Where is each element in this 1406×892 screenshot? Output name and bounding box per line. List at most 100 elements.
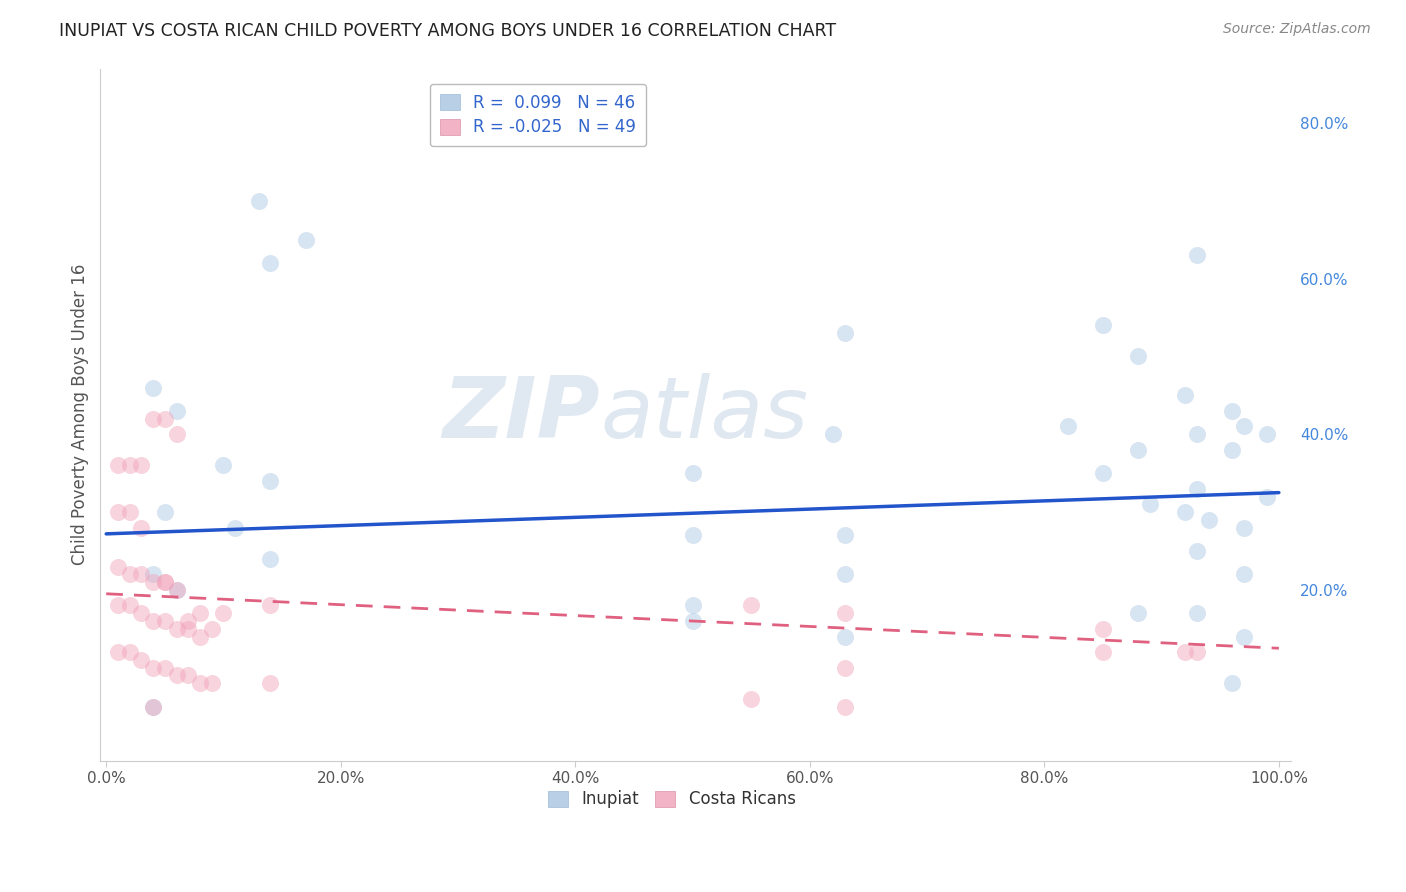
Point <box>1174 505 1197 519</box>
Point <box>166 427 188 442</box>
Point <box>166 622 188 636</box>
Point <box>131 567 153 582</box>
Point <box>118 645 141 659</box>
Point <box>118 599 141 613</box>
Point <box>1220 404 1243 418</box>
Point <box>188 676 211 690</box>
Point <box>166 668 188 682</box>
Point <box>107 599 129 613</box>
Point <box>1198 513 1220 527</box>
Point <box>823 427 845 442</box>
Point <box>1139 497 1161 511</box>
Point <box>682 599 704 613</box>
Point <box>247 194 270 208</box>
Point <box>1091 645 1114 659</box>
Point <box>177 668 200 682</box>
Point <box>224 521 246 535</box>
Point <box>118 505 141 519</box>
Point <box>153 575 176 590</box>
Point <box>188 630 211 644</box>
Point <box>142 661 165 675</box>
Point <box>107 458 129 473</box>
Point <box>1185 427 1208 442</box>
Point <box>1185 544 1208 558</box>
Point <box>1185 248 1208 262</box>
Point <box>166 582 188 597</box>
Point <box>259 474 281 488</box>
Point <box>107 505 129 519</box>
Text: atlas: atlas <box>600 373 808 457</box>
Point <box>142 699 165 714</box>
Point <box>682 614 704 628</box>
Text: ZIP: ZIP <box>443 373 600 457</box>
Point <box>153 505 176 519</box>
Point <box>131 521 153 535</box>
Point <box>1185 645 1208 659</box>
Point <box>212 606 235 620</box>
Point <box>153 575 176 590</box>
Point <box>177 622 200 636</box>
Y-axis label: Child Poverty Among Boys Under 16: Child Poverty Among Boys Under 16 <box>72 264 89 566</box>
Point <box>259 256 281 270</box>
Point <box>1126 606 1149 620</box>
Point <box>259 551 281 566</box>
Point <box>142 380 165 394</box>
Point <box>1185 482 1208 496</box>
Point <box>1233 630 1256 644</box>
Text: Source: ZipAtlas.com: Source: ZipAtlas.com <box>1223 22 1371 37</box>
Point <box>1126 350 1149 364</box>
Point <box>1256 427 1278 442</box>
Point <box>1233 567 1256 582</box>
Point <box>834 326 856 340</box>
Point <box>834 630 856 644</box>
Point <box>142 699 165 714</box>
Legend: Inupiat, Costa Ricans: Inupiat, Costa Ricans <box>541 784 803 815</box>
Point <box>118 458 141 473</box>
Point <box>1220 442 1243 457</box>
Point <box>834 567 856 582</box>
Point <box>1091 466 1114 480</box>
Point <box>201 622 224 636</box>
Point <box>1256 490 1278 504</box>
Point <box>166 404 188 418</box>
Point <box>142 567 165 582</box>
Point <box>1091 318 1114 333</box>
Point <box>153 614 176 628</box>
Point <box>166 582 188 597</box>
Point <box>834 606 856 620</box>
Point <box>834 699 856 714</box>
Point <box>1174 388 1197 402</box>
Point <box>740 691 762 706</box>
Point <box>682 528 704 542</box>
Point <box>740 599 762 613</box>
Point <box>1174 645 1197 659</box>
Point <box>153 411 176 425</box>
Point <box>212 458 235 473</box>
Point <box>1220 676 1243 690</box>
Point <box>107 645 129 659</box>
Point <box>1185 606 1208 620</box>
Point <box>131 606 153 620</box>
Point <box>142 575 165 590</box>
Point <box>201 676 224 690</box>
Point <box>1056 419 1078 434</box>
Point <box>142 411 165 425</box>
Point <box>259 599 281 613</box>
Point <box>188 606 211 620</box>
Text: INUPIAT VS COSTA RICAN CHILD POVERTY AMONG BOYS UNDER 16 CORRELATION CHART: INUPIAT VS COSTA RICAN CHILD POVERTY AMO… <box>59 22 837 40</box>
Point <box>177 614 200 628</box>
Point <box>131 458 153 473</box>
Point <box>294 233 316 247</box>
Point <box>131 653 153 667</box>
Point <box>834 528 856 542</box>
Point <box>1126 442 1149 457</box>
Point <box>834 661 856 675</box>
Point <box>1233 521 1256 535</box>
Point <box>153 661 176 675</box>
Point <box>259 676 281 690</box>
Point <box>142 614 165 628</box>
Point <box>1233 419 1256 434</box>
Point <box>107 559 129 574</box>
Point <box>1091 622 1114 636</box>
Point <box>682 466 704 480</box>
